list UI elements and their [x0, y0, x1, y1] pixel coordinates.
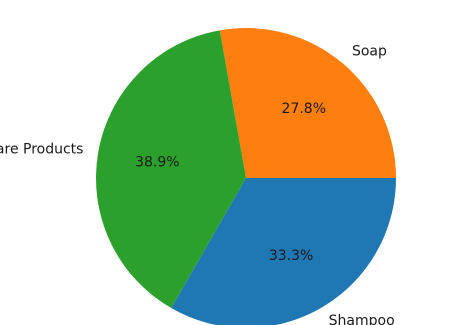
category-label-soap: Soap [352, 44, 387, 60]
pie-slice-shampoo [171, 178, 396, 325]
pie-slices [96, 28, 396, 325]
pct-label-shampoo: 33.3% [269, 248, 313, 264]
pct-label-skincare-products: 38.9% [135, 155, 179, 171]
pie-slice-skincare-products [96, 30, 246, 309]
category-label-shampoo: Shampoo [329, 313, 395, 325]
pct-label-soap: 27.8% [282, 101, 326, 117]
pie-labels: 27.8% Soap 38.9% Skincare Products 33.3% Sham… [0, 44, 395, 325]
pie-slice-soap [219, 28, 396, 179]
category-label-skincare-products: Skincare Products [0, 142, 83, 158]
